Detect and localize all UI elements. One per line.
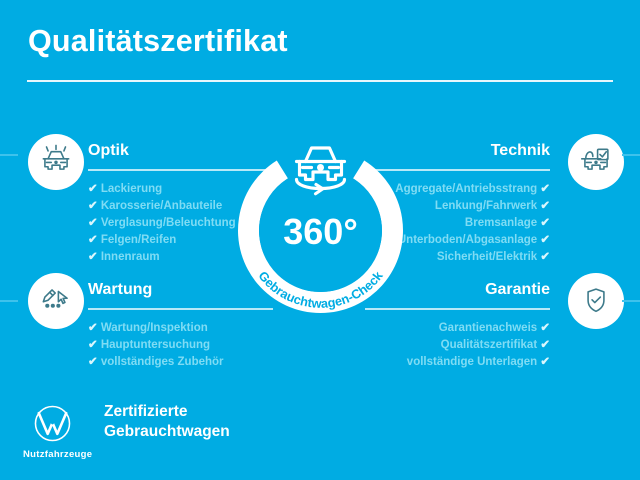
svg-text:360°: 360° — [283, 211, 357, 252]
